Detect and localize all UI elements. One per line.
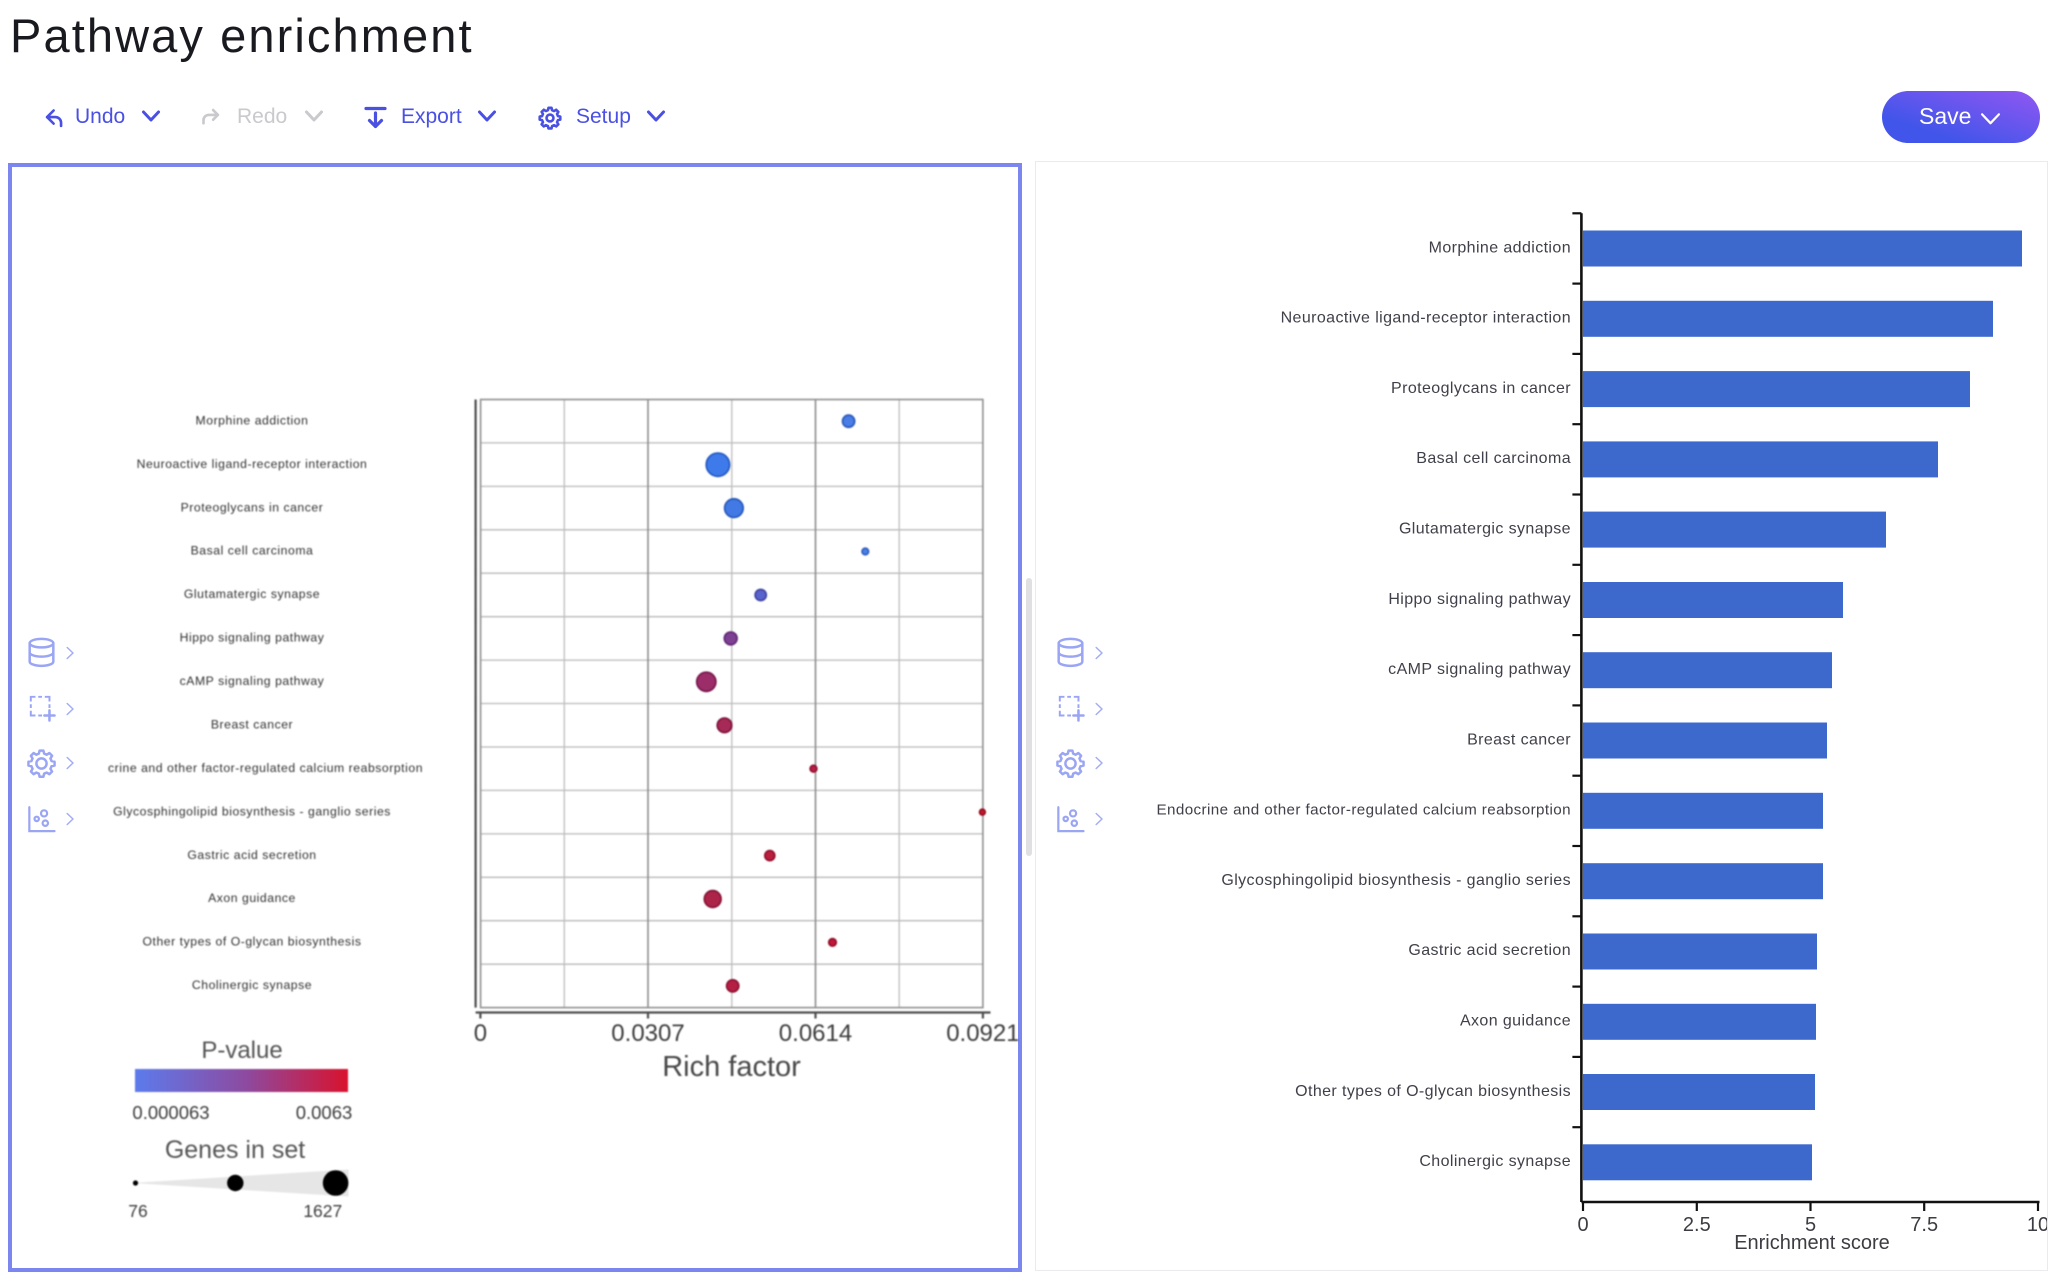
svg-text:2.5: 2.5 xyxy=(1683,1214,1711,1236)
svg-text:Axon guidance: Axon guidance xyxy=(208,891,296,905)
svg-text:Gastric acid secretion: Gastric acid secretion xyxy=(187,848,316,862)
svg-text:crine and other factor-regulat: crine and other factor-regulated calcium… xyxy=(108,761,423,775)
svg-text:Proteoglycans in cancer: Proteoglycans in cancer xyxy=(181,500,324,514)
svg-text:0.0307: 0.0307 xyxy=(611,1020,684,1047)
svg-text:Other types of O-glycan biosyn: Other types of O-glycan biosynthesis xyxy=(143,935,362,949)
svg-text:7.5: 7.5 xyxy=(1910,1214,1938,1236)
svg-text:0.0921: 0.0921 xyxy=(946,1020,1018,1047)
svg-text:Endocrine and other factor-reg: Endocrine and other factor-regulated cal… xyxy=(1156,802,1571,819)
svg-text:Other types of O-glycan biosyn: Other types of O-glycan biosynthesis xyxy=(1295,1083,1571,1100)
svg-text:Neuroactive ligand-receptor in: Neuroactive ligand-receptor interaction xyxy=(137,457,368,471)
svg-text:Gastric acid secretion: Gastric acid secretion xyxy=(1408,942,1571,959)
svg-text:Glycosphingolipid biosynthesis: Glycosphingolipid biosynthesis - ganglio… xyxy=(113,804,391,818)
svg-text:76: 76 xyxy=(128,1201,147,1221)
svg-text:0.0063: 0.0063 xyxy=(296,1102,353,1123)
svg-text:0.000063: 0.000063 xyxy=(132,1102,209,1123)
svg-text:P-value: P-value xyxy=(201,1037,282,1064)
svg-text:Glutamatergic synapse: Glutamatergic synapse xyxy=(184,587,320,601)
svg-text:Cholinergic synapse: Cholinergic synapse xyxy=(192,978,312,992)
svg-text:Glycosphingolipid biosynthesis: Glycosphingolipid biosynthesis - ganglio… xyxy=(1221,872,1571,889)
svg-text:Proteoglycans in cancer: Proteoglycans in cancer xyxy=(1391,380,1571,397)
svg-text:Hippo signaling pathway: Hippo signaling pathway xyxy=(1388,591,1571,608)
svg-text:0.0614: 0.0614 xyxy=(779,1020,852,1047)
svg-text:Genes in set: Genes in set xyxy=(165,1136,305,1164)
svg-text:Hippo signaling pathway: Hippo signaling pathway xyxy=(180,631,325,645)
svg-text:Breast cancer: Breast cancer xyxy=(211,718,293,732)
svg-text:cAMP signaling pathway: cAMP signaling pathway xyxy=(1388,661,1571,678)
svg-text:Rich factor: Rich factor xyxy=(662,1051,801,1083)
svg-text:1627: 1627 xyxy=(303,1201,342,1221)
svg-text:Glutamatergic synapse: Glutamatergic synapse xyxy=(1399,520,1571,537)
svg-text:Axon guidance: Axon guidance xyxy=(1460,1013,1571,1030)
svg-text:Basal cell carcinoma: Basal cell carcinoma xyxy=(1416,450,1571,467)
svg-text:Breast cancer: Breast cancer xyxy=(1467,731,1571,748)
svg-text:Enrichment score: Enrichment score xyxy=(1734,1232,1890,1254)
svg-text:Cholinergic synapse: Cholinergic synapse xyxy=(1419,1153,1571,1170)
svg-text:Morphine addiction: Morphine addiction xyxy=(1429,239,1571,256)
svg-text:0: 0 xyxy=(474,1020,487,1047)
svg-text:0: 0 xyxy=(1577,1214,1588,1236)
svg-text:5: 5 xyxy=(1805,1214,1816,1236)
svg-text:cAMP signaling pathway: cAMP signaling pathway xyxy=(180,674,325,688)
svg-text:Morphine addiction: Morphine addiction xyxy=(196,413,309,427)
svg-text:10: 10 xyxy=(2027,1214,2047,1236)
svg-text:Basal cell carcinoma: Basal cell carcinoma xyxy=(191,544,314,558)
svg-text:Neuroactive ligand-receptor in: Neuroactive ligand-receptor interaction xyxy=(1281,310,1571,327)
